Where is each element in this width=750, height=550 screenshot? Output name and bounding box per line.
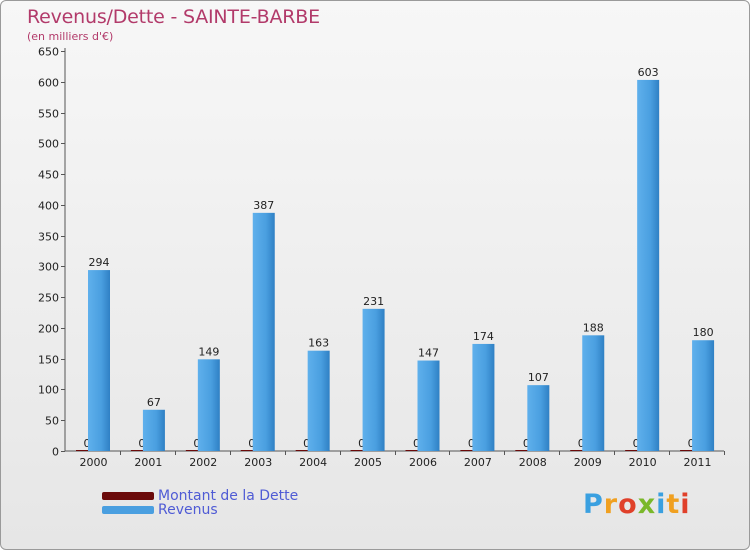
- data-label-revenus: 387: [253, 199, 274, 212]
- y-tick-label: 0: [52, 446, 59, 459]
- legend-swatch-dette: [102, 492, 154, 500]
- data-label-dette: 0: [193, 437, 200, 450]
- bar-revenus: [252, 212, 275, 451]
- bar-dette: [460, 450, 483, 451]
- bar-dette: [350, 450, 373, 451]
- y-tick-label: 100: [38, 384, 59, 397]
- legend-item-dette: Montant de la Dette: [102, 488, 298, 504]
- data-label-dette: 0: [523, 437, 530, 450]
- data-label-revenus: 107: [528, 371, 549, 384]
- bar-dette: [295, 450, 318, 451]
- x-tick-label: 2009: [574, 456, 602, 469]
- bar-dette: [405, 450, 428, 451]
- legend-label-dette: Montant de la Dette: [158, 488, 299, 504]
- y-tick-label: 300: [38, 261, 59, 274]
- data-label-revenus: 149: [198, 345, 219, 358]
- bar-dette: [680, 450, 703, 451]
- y-tick-label: 400: [38, 200, 59, 213]
- bar-revenus: [637, 79, 660, 451]
- x-tick-label: 2001: [134, 456, 162, 469]
- bar-revenus: [472, 343, 495, 451]
- x-tick-label: 2007: [464, 456, 492, 469]
- data-label-revenus: 147: [418, 347, 439, 360]
- data-label-dette: 0: [688, 437, 695, 450]
- data-label-revenus: 188: [583, 321, 604, 334]
- bar-revenus: [417, 360, 440, 451]
- bar-dette: [185, 450, 208, 451]
- data-label-revenus: 603: [638, 66, 659, 79]
- legend-item-revenus: Revenus: [102, 502, 218, 518]
- bar-revenus: [362, 308, 385, 451]
- y-tick-label: 200: [38, 323, 59, 336]
- y-tick-label: 250: [38, 292, 59, 305]
- data-label-revenus: 231: [363, 295, 384, 308]
- data-label-dette: 0: [138, 437, 145, 450]
- bar-dette: [625, 450, 648, 451]
- bar-revenus: [197, 359, 220, 451]
- y-tick-label: 450: [38, 169, 59, 182]
- y-tick-label: 150: [38, 354, 59, 367]
- bar-revenus: [527, 385, 550, 451]
- y-tick-label: 350: [38, 231, 59, 244]
- data-label-revenus: 294: [89, 256, 110, 269]
- y-tick-label: 550: [38, 108, 59, 121]
- data-label-revenus: 163: [308, 337, 329, 350]
- y-tick-label: 50: [45, 415, 59, 428]
- x-tick-label: 2011: [684, 456, 712, 469]
- bar-dette: [570, 450, 593, 451]
- x-tick-label: 2006: [409, 456, 437, 469]
- legend-swatch-revenus: [102, 506, 154, 514]
- bar-dette: [130, 450, 153, 451]
- bar-revenus: [88, 270, 110, 451]
- data-label-revenus: 180: [693, 326, 714, 339]
- bar-revenus: [307, 350, 330, 451]
- data-label-dette: 0: [248, 437, 255, 450]
- x-tick-label: 2002: [189, 456, 217, 469]
- proxiti-logo: Proxiti: [583, 489, 691, 520]
- data-label-dette: 0: [468, 437, 475, 450]
- data-label-dette: 0: [84, 437, 91, 450]
- x-tick-label: 2010: [629, 456, 657, 469]
- chart-title: Revenus/Dette - SAINTE-BARBE: [27, 6, 320, 28]
- y-tick-label: 500: [38, 138, 59, 151]
- bar-dette: [240, 450, 263, 451]
- x-tick-label: 2008: [519, 456, 547, 469]
- data-label-dette: 0: [358, 437, 365, 450]
- legend-label-revenus: Revenus: [158, 502, 218, 518]
- data-label-dette: 0: [303, 437, 310, 450]
- x-tick-label: 2004: [299, 456, 327, 469]
- data-label-revenus: 174: [473, 330, 494, 343]
- x-tick-label: 2000: [79, 456, 107, 469]
- y-tick-label: 600: [38, 77, 59, 90]
- bar-dette: [515, 450, 538, 451]
- bar-revenus: [692, 340, 715, 451]
- x-tick-label: 2005: [354, 456, 382, 469]
- data-label-dette: 0: [633, 437, 640, 450]
- y-tick-label: 650: [38, 46, 59, 59]
- chart-subtitle: (en milliers d'€): [27, 30, 114, 43]
- bar-dette: [76, 450, 98, 451]
- x-tick-label: 2003: [244, 456, 272, 469]
- data-label-dette: 0: [578, 437, 585, 450]
- bar-revenus: [142, 409, 165, 451]
- bar-revenus: [582, 335, 605, 451]
- data-label-revenus: 67: [147, 396, 161, 409]
- data-label-dette: 0: [413, 437, 420, 450]
